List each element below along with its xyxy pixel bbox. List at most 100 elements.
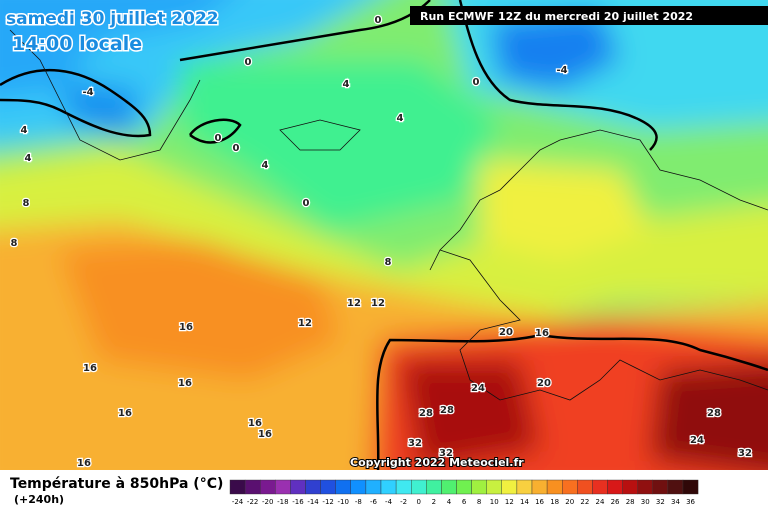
contour-label: 32 bbox=[408, 438, 422, 449]
contour-label: 32 bbox=[439, 448, 453, 459]
color-swatch bbox=[516, 479, 533, 495]
contour-label: 12 bbox=[347, 298, 361, 309]
contour-label: 16 bbox=[248, 418, 262, 429]
contour-label: 12 bbox=[371, 298, 385, 309]
scale-label: 28 bbox=[626, 498, 635, 506]
scale-label: 20 bbox=[565, 498, 574, 506]
contour-label: 0 bbox=[473, 77, 480, 88]
scale-label: 8 bbox=[477, 498, 481, 506]
colorbar: -24 -22 -20 -18 -16 -14 -12 -10 -8 -6 -4 -2 0 2 4 6 8 10 1… bbox=[229, 479, 699, 506]
color-swatch bbox=[395, 479, 412, 495]
color-swatch bbox=[637, 479, 654, 495]
scale-label: -2 bbox=[400, 498, 407, 506]
color-swatch bbox=[607, 479, 623, 495]
contour-label: 4 bbox=[343, 79, 350, 90]
date: samedi 30 juillet 2022 bbox=[6, 9, 219, 29]
contour-label: 32 bbox=[738, 448, 752, 459]
contour-label: 16 bbox=[178, 378, 192, 389]
contour-label: 16 bbox=[179, 322, 193, 333]
contour-label: 0 bbox=[303, 198, 310, 209]
contour-label: 20 bbox=[537, 378, 551, 389]
copyright: Copyright 2022 Meteociel.fr bbox=[350, 456, 524, 469]
scale-label: -14 bbox=[307, 498, 319, 506]
scale-label: -8 bbox=[355, 498, 362, 506]
contour-label: 8 bbox=[385, 257, 392, 268]
scale-label: -4 bbox=[385, 498, 393, 506]
legend-title: Température à 850hPa (°C) bbox=[10, 476, 223, 492]
time: 14:00 locale bbox=[12, 33, 142, 55]
color-swatch bbox=[441, 479, 457, 495]
contour-label: 24 bbox=[690, 435, 704, 446]
contour-label: 16 bbox=[83, 363, 97, 374]
contour-label: 28 bbox=[707, 408, 721, 419]
color-swatch bbox=[229, 479, 246, 495]
color-swatch bbox=[667, 479, 684, 495]
color-swatch bbox=[411, 479, 427, 495]
scale-label: -18 bbox=[277, 498, 288, 506]
color-swatch bbox=[244, 479, 261, 495]
color-swatch bbox=[456, 479, 472, 495]
scale-label: -10 bbox=[338, 498, 349, 506]
scale-label: 18 bbox=[550, 498, 559, 506]
contour-label: 4 bbox=[262, 160, 269, 171]
scale-label: -6 bbox=[370, 498, 378, 506]
temperature-field bbox=[0, 0, 768, 500]
color-swatch bbox=[380, 479, 397, 495]
scale-label: 16 bbox=[535, 498, 544, 506]
contour-label: -4 bbox=[82, 87, 93, 98]
scale-label: 0 bbox=[417, 498, 421, 506]
color-swatch bbox=[501, 479, 518, 495]
color-swatch bbox=[260, 479, 276, 495]
scale-label: 12 bbox=[505, 498, 514, 506]
color-swatch bbox=[592, 479, 608, 495]
run: Run ECMWF 12Z du mercredi 20 juillet 202… bbox=[420, 10, 693, 23]
scale-label: 14 bbox=[520, 498, 529, 506]
contour-label: 28 bbox=[440, 405, 454, 416]
contour-label: 0 bbox=[215, 133, 222, 144]
scale-label: -24 bbox=[232, 498, 244, 506]
color-swatch bbox=[471, 479, 487, 495]
contour-label: 8 bbox=[11, 238, 18, 249]
scale-label: 36 bbox=[686, 498, 695, 506]
scale-label: 32 bbox=[656, 498, 665, 506]
scale-label: 2 bbox=[432, 498, 436, 506]
color-swatch bbox=[275, 479, 291, 495]
legend-lead: (+240h) bbox=[14, 493, 64, 506]
scale-label: 6 bbox=[462, 498, 467, 506]
scale-label: 30 bbox=[641, 498, 650, 506]
contour-label: 4 bbox=[397, 113, 404, 124]
coastlines bbox=[9, 29, 768, 401]
scale-label: 34 bbox=[671, 498, 680, 506]
color-swatch bbox=[546, 479, 563, 495]
color-swatch bbox=[682, 479, 699, 495]
scale-label: 10 bbox=[490, 498, 499, 506]
color-swatch bbox=[577, 479, 593, 495]
scale-label: -16 bbox=[292, 498, 304, 506]
contour-label: 0 bbox=[245, 57, 252, 68]
color-swatch bbox=[426, 479, 442, 495]
scale-label: -22 bbox=[247, 498, 258, 506]
color-swatch bbox=[531, 479, 548, 495]
contour-label: 4 bbox=[21, 125, 28, 136]
scale-label: 4 bbox=[447, 498, 452, 506]
color-swatch bbox=[305, 479, 321, 495]
color-swatch bbox=[350, 479, 367, 495]
contour-label: 16 bbox=[118, 408, 132, 419]
contour-label: 16 bbox=[77, 458, 91, 469]
color-swatch bbox=[320, 479, 336, 495]
scale-label: 22 bbox=[580, 498, 589, 506]
scale-label: -12 bbox=[322, 498, 333, 506]
contour-label: 16 bbox=[535, 328, 549, 339]
color-swatch bbox=[486, 479, 503, 495]
twenty-contour bbox=[376, 333, 768, 471]
contour-label: 4 bbox=[25, 153, 32, 164]
color-swatch bbox=[652, 479, 669, 495]
contour-label: 28 bbox=[419, 408, 433, 419]
run-box bbox=[410, 6, 768, 25]
contour-label: 20 bbox=[499, 327, 513, 338]
contour-label: 8 bbox=[23, 198, 30, 209]
scale-label: -20 bbox=[262, 498, 273, 506]
color-swatch bbox=[290, 479, 306, 495]
contour-label: 12 bbox=[298, 318, 312, 329]
